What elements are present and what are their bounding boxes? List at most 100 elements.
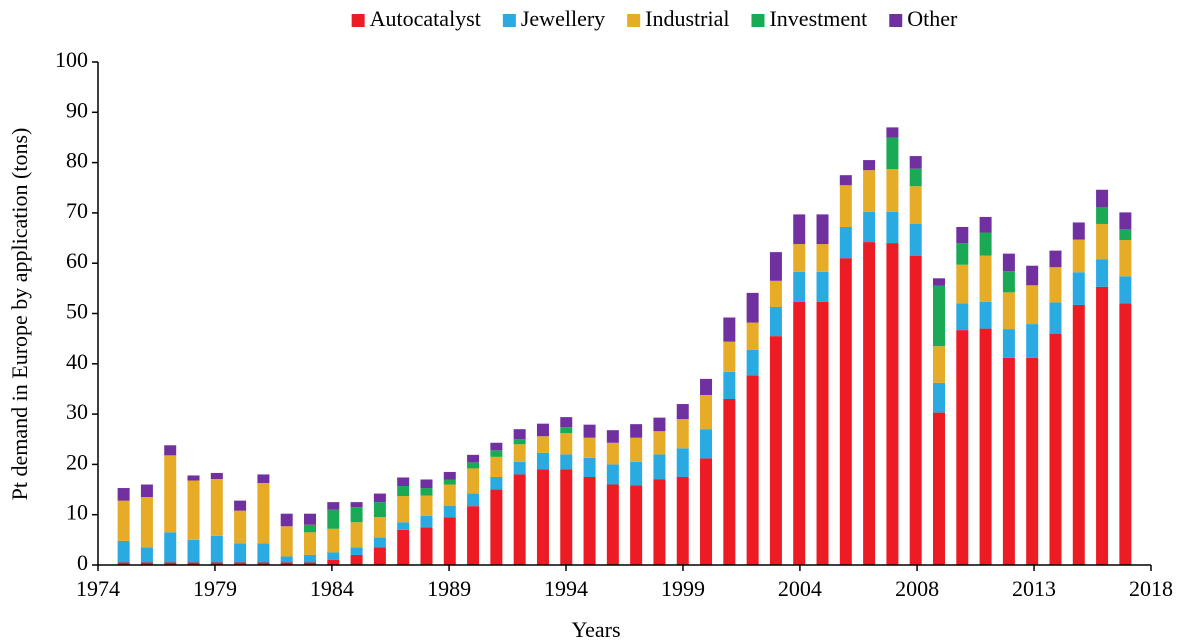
bar-segment <box>420 488 433 496</box>
x-tick-label: 1979 <box>193 576 237 601</box>
bar-segment <box>723 317 736 342</box>
bar-segment <box>117 562 130 565</box>
bar-segment <box>513 439 526 445</box>
x-tick-label: 1999 <box>661 576 705 601</box>
y-tick-label: 0 <box>77 550 88 575</box>
bar-segment <box>327 502 340 510</box>
bar-segment <box>653 417 666 432</box>
bar-segment <box>513 461 526 475</box>
bar-segment <box>1026 285 1039 325</box>
bar-segment <box>420 527 433 565</box>
bar-segment <box>700 394 713 430</box>
bar-segment <box>210 472 223 479</box>
bar-segment <box>606 442 619 465</box>
bar-segment <box>327 528 340 553</box>
bar-segment <box>909 156 922 169</box>
bar-segment <box>886 127 899 138</box>
legend-label: Industrial <box>645 6 729 31</box>
y-axis-label: Pt demand in Europe by application (tons… <box>7 128 32 501</box>
bar-segment <box>280 556 293 563</box>
y-tick-label: 40 <box>66 349 88 374</box>
x-tick-label: 2013 <box>1012 576 1056 601</box>
y-tick-label: 90 <box>66 97 88 122</box>
bar-segment <box>513 444 526 462</box>
bar-segment <box>700 458 713 565</box>
bar-segment <box>443 484 456 506</box>
bar-segment <box>234 543 247 563</box>
bar-segment <box>257 474 270 484</box>
bar-segment <box>933 382 946 413</box>
bar-segment <box>397 522 410 530</box>
bar-segment <box>583 476 596 565</box>
bar-segment <box>606 430 619 443</box>
bar-segment <box>746 349 759 376</box>
bar-segment <box>1072 304 1085 565</box>
bar-segment <box>1119 240 1132 277</box>
bar-segment <box>956 264 969 304</box>
bar-segment <box>886 211 899 244</box>
bar-segment <box>303 524 316 533</box>
bar-segment <box>606 484 619 565</box>
bar-segment <box>863 242 876 565</box>
bar-segment <box>630 461 643 486</box>
bar-segment <box>839 185 852 227</box>
bar-segment <box>863 160 876 171</box>
bar-segment <box>140 562 153 565</box>
bar-segment <box>1002 329 1015 358</box>
bar-segment <box>257 543 270 563</box>
legend-label: Other <box>907 6 958 31</box>
y-tick-label: 80 <box>66 148 88 173</box>
bar-segment <box>979 328 992 565</box>
bar-segment <box>1096 207 1109 224</box>
bar-segment <box>513 429 526 440</box>
bar-segment <box>723 341 736 372</box>
bar-segment <box>140 497 153 548</box>
bar-segment <box>117 500 130 541</box>
bar-segment <box>700 378 713 395</box>
bar-segment <box>1049 302 1062 334</box>
bar-segment <box>793 244 806 272</box>
bar-segment <box>350 554 363 565</box>
bar-segment <box>793 271 806 302</box>
bar-segment <box>1096 223 1109 260</box>
bar-segment <box>793 301 806 565</box>
bar-segment <box>816 271 829 302</box>
bar-segment <box>373 502 386 518</box>
bar-segment <box>1002 292 1015 330</box>
bar-segment <box>909 168 922 187</box>
bar-segment <box>723 371 736 400</box>
bar-segment <box>234 562 247 565</box>
legend-label: Autocatalyst <box>370 6 481 31</box>
y-tick-label: 70 <box>66 198 88 223</box>
bar-segment <box>676 419 689 449</box>
bar-segment <box>886 137 899 170</box>
bar-segment <box>1026 265 1039 286</box>
x-tick-label: 2018 <box>1129 576 1173 601</box>
bar-segment <box>303 532 316 555</box>
bar-segment <box>630 485 643 565</box>
bar-segment <box>234 500 247 511</box>
bar-segment <box>420 495 433 516</box>
legend-swatch <box>502 14 516 27</box>
bar-segment <box>164 445 177 456</box>
x-tick-label: 2008 <box>895 576 939 601</box>
legend-swatch <box>751 14 765 27</box>
x-tick-label: 1974 <box>76 576 120 601</box>
bar-segment <box>327 552 340 560</box>
bar-segment <box>467 462 480 469</box>
bar-segment <box>560 469 573 565</box>
bar-segment <box>933 278 946 286</box>
bar-segment <box>583 457 596 477</box>
bar-segment <box>490 442 503 451</box>
legend-swatch <box>351 14 365 27</box>
bar-segment <box>816 301 829 565</box>
bar-segment <box>210 562 223 565</box>
bar-segment <box>979 232 992 256</box>
bar-segment <box>816 214 829 245</box>
bar-segment <box>350 547 363 555</box>
bar-segment <box>1072 222 1085 240</box>
bar-segment <box>443 517 456 565</box>
bar-segment <box>583 424 596 438</box>
bar-segment <box>490 489 503 565</box>
bar-segment <box>839 175 852 186</box>
